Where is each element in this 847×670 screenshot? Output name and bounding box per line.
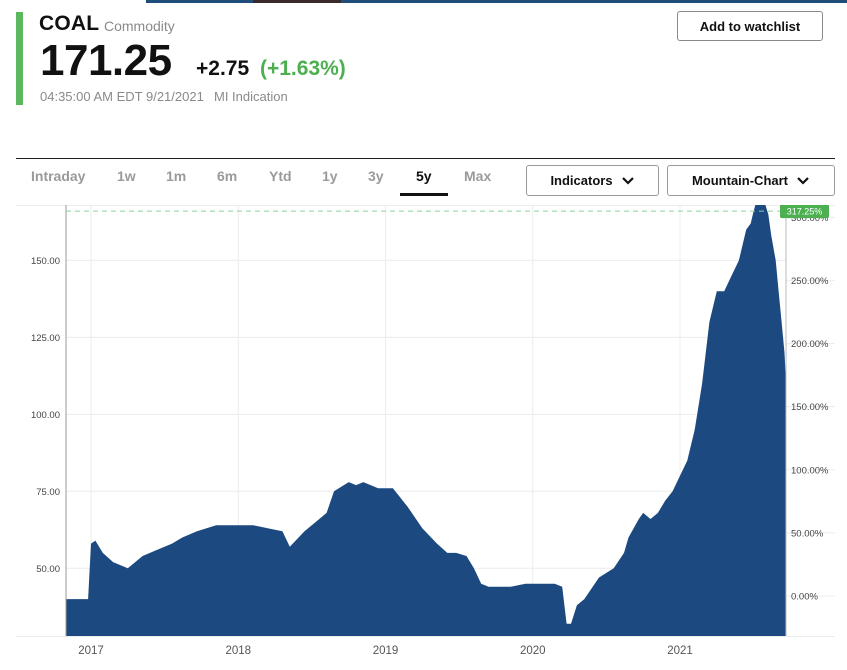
add-to-watchlist-button[interactable]: Add to watchlist <box>677 11 823 41</box>
quote-accent-bar <box>16 12 23 105</box>
y-tick-label: 75.00 <box>36 487 60 498</box>
y2-tick-label: 150.00% <box>791 402 829 413</box>
ticker-symbol: COAL <box>39 12 100 35</box>
chevron-down-icon <box>797 176 809 185</box>
y2-tick-label: 300.00% <box>791 213 829 224</box>
price-area-series <box>66 205 786 636</box>
y-tick-label: 125.00 <box>31 333 60 344</box>
asset-type-label: Commodity <box>104 18 175 34</box>
x-tick-label: 2017 <box>78 645 104 657</box>
indicators-dropdown[interactable]: Indicators <box>526 165 659 196</box>
y2-tick-label: 50.00% <box>791 528 824 539</box>
tab-intraday[interactable]: Intraday <box>31 168 86 184</box>
tab-6m[interactable]: 6m <box>217 168 238 184</box>
price-change: +2.75 <box>196 57 250 80</box>
y-tick-label: 100.00 <box>31 410 60 421</box>
price-change-percent: (+1.63%) <box>260 57 346 80</box>
tab-ytd[interactable]: Ytd <box>269 168 292 184</box>
section-divider <box>16 158 835 159</box>
tab-1w[interactable]: 1w <box>117 168 136 184</box>
banner-thumbnail <box>253 0 341 3</box>
y2-tick-label: 250.00% <box>791 276 829 287</box>
tab-3y[interactable]: 3y <box>368 168 384 184</box>
quote-indication: MI Indication <box>214 89 288 104</box>
chart-type-label: Mountain-Chart <box>691 173 789 188</box>
chevron-down-icon <box>621 176 634 185</box>
current-pct-label: 317.25% <box>787 207 823 217</box>
tab-5y[interactable]: 5y <box>416 168 432 184</box>
y2-tick-label: 100.00% <box>791 465 829 476</box>
tab-1y[interactable]: 1y <box>322 168 338 184</box>
x-tick-label: 2021 <box>667 645 693 657</box>
active-tab-indicator <box>400 193 448 196</box>
top-banner-strip <box>146 0 847 3</box>
quote-timestamp: 04:35:00 AM EDT 9/21/2021 <box>40 89 204 104</box>
price-area-chart: 2017 2018 2019 2020 2021 50.00 75.00 100.00 125.… <box>16 205 835 657</box>
tab-max[interactable]: Max <box>464 168 492 184</box>
tab-1m[interactable]: 1m <box>166 168 187 184</box>
current-pct-badge <box>780 205 829 219</box>
y2-tick-label: 0.00% <box>791 591 818 602</box>
indicators-label: Indicators <box>550 173 613 188</box>
y-tick-label: 50.00 <box>36 564 60 575</box>
x-tick-label: 2020 <box>520 645 546 657</box>
x-tick-label: 2019 <box>373 645 399 657</box>
last-price: 171.25 <box>40 36 172 85</box>
x-tick-label: 2018 <box>225 645 251 657</box>
y2-tick-label: 200.00% <box>791 339 829 350</box>
chart-type-dropdown[interactable]: Mountain-Chart <box>667 165 835 196</box>
y-tick-label: 150.00 <box>31 256 60 267</box>
